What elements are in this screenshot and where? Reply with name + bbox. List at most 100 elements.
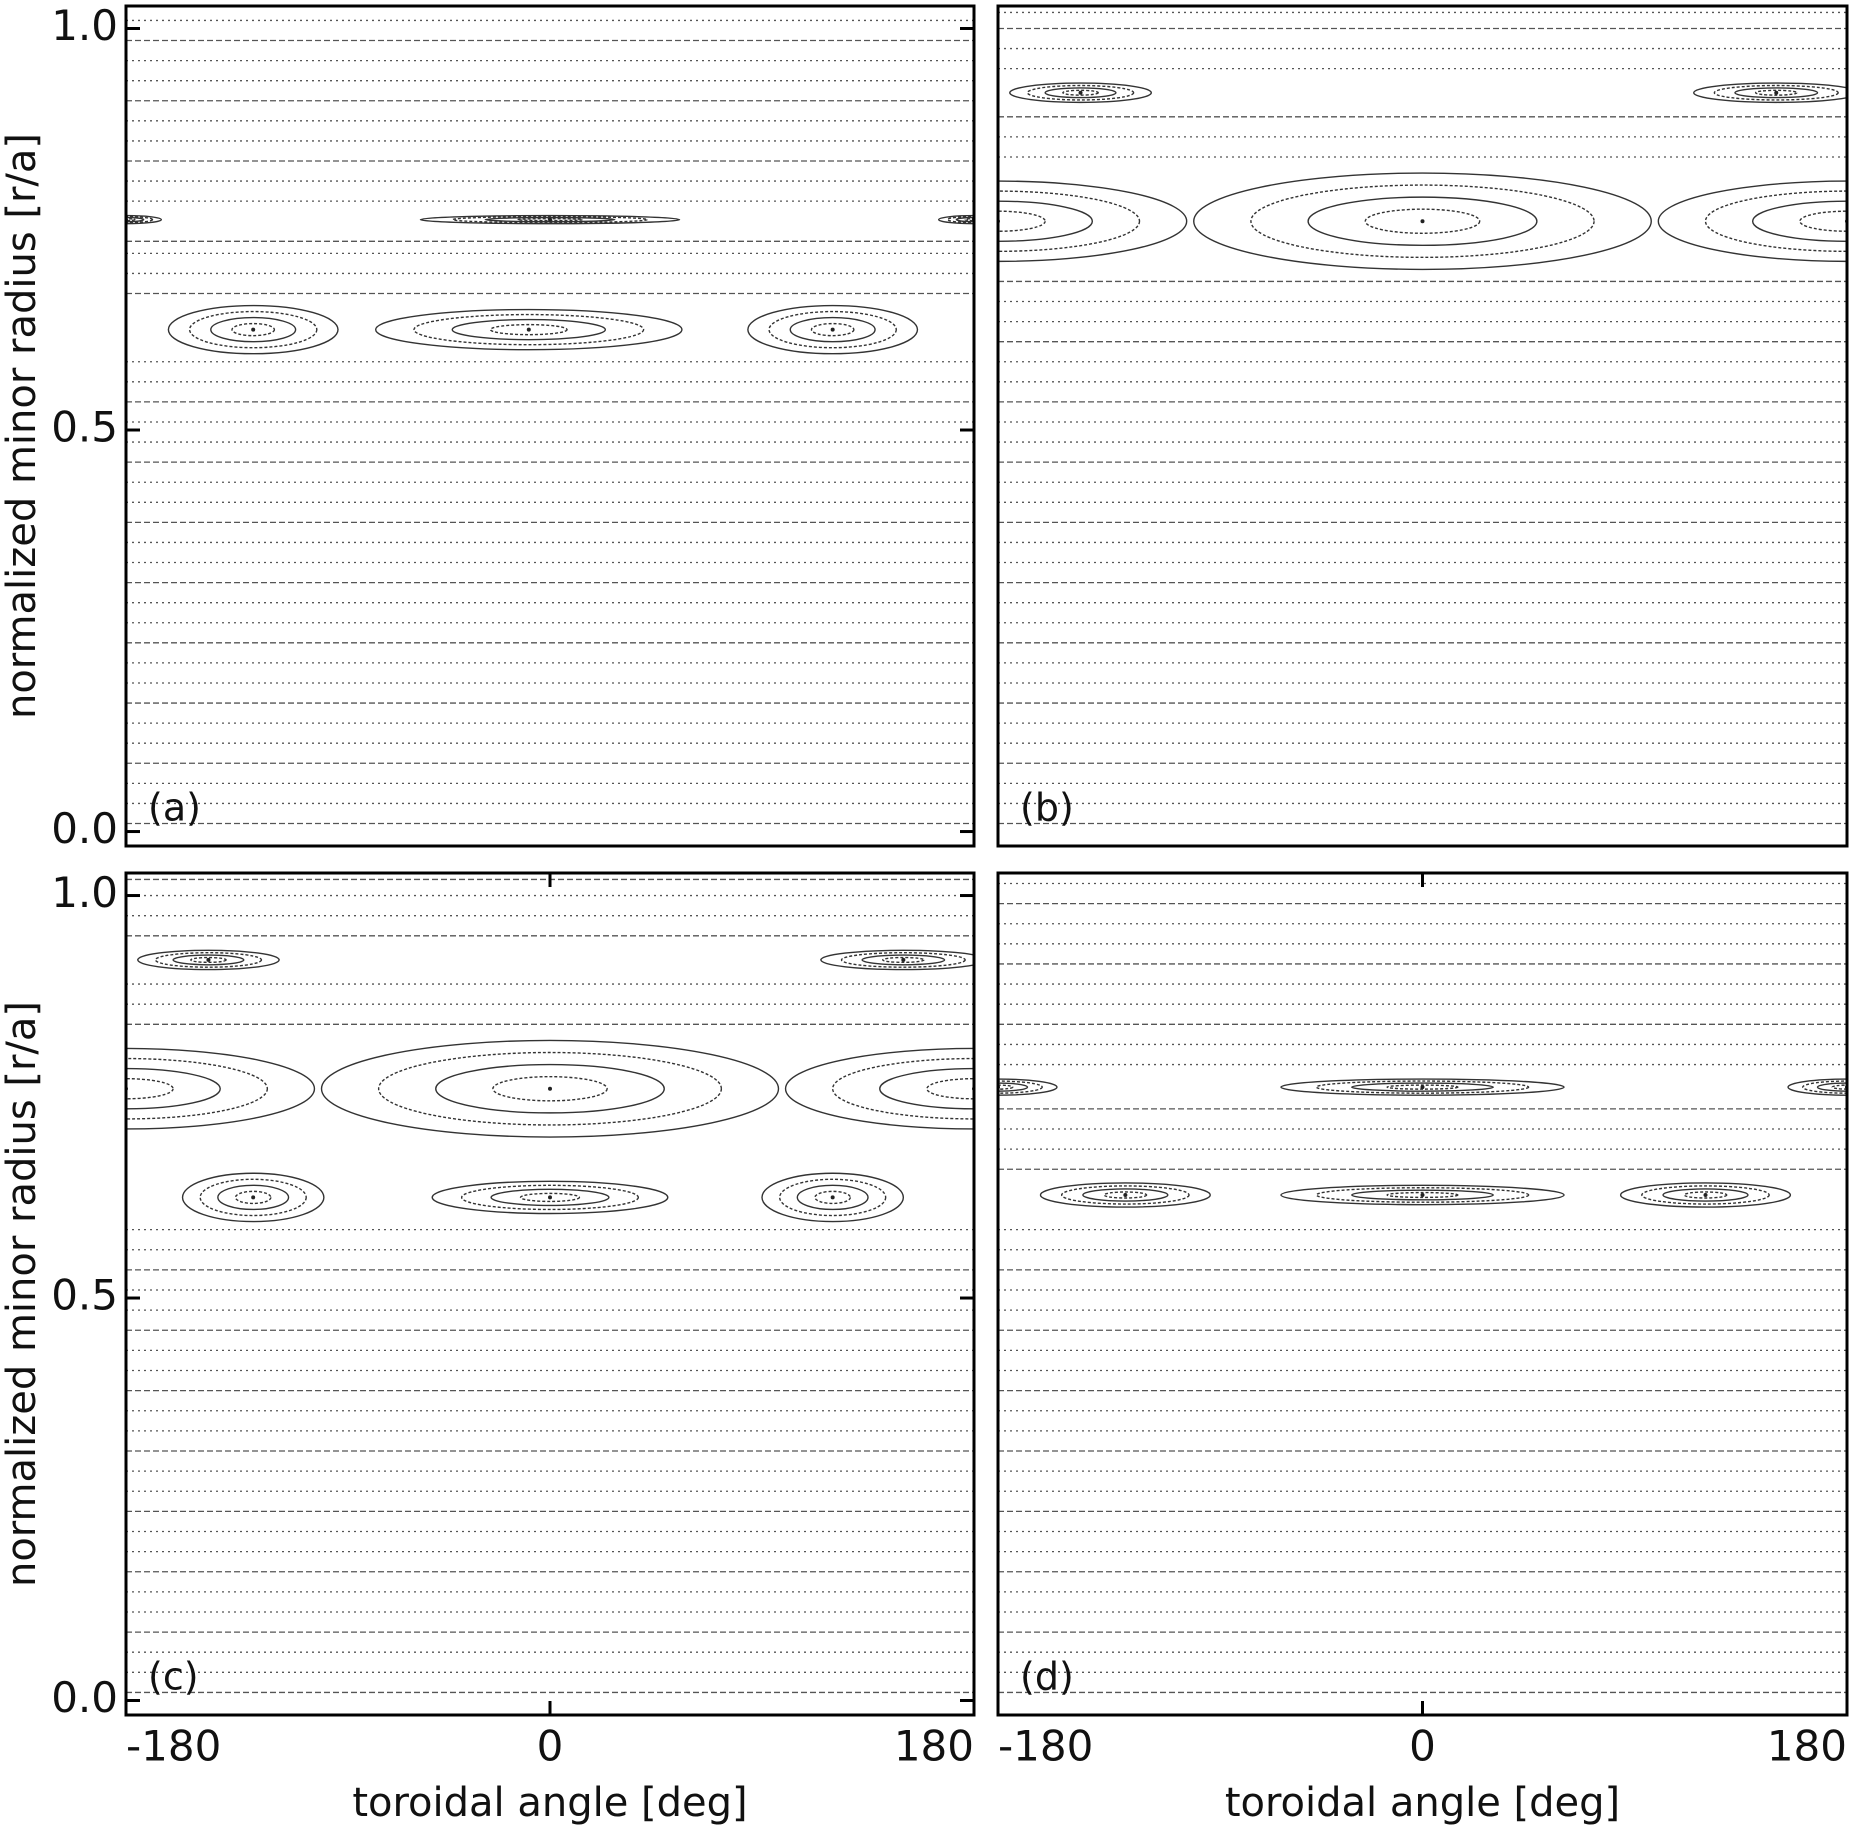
island-contour bbox=[998, 190, 1141, 253]
frame bbox=[124, 871, 976, 1717]
x-tick-label: -180 bbox=[998, 1722, 1093, 1771]
island-contour bbox=[181, 1172, 325, 1223]
o-point bbox=[526, 327, 531, 332]
island-contour bbox=[1754, 89, 1798, 96]
island-contour bbox=[451, 318, 607, 341]
island-contour bbox=[231, 322, 276, 337]
island-contour bbox=[126, 1047, 316, 1130]
island-contour bbox=[1351, 1189, 1494, 1201]
y-tick-label: 1.0 bbox=[51, 868, 118, 917]
y-tick-label: 0.5 bbox=[51, 1271, 118, 1320]
o-point bbox=[1078, 90, 1083, 95]
island-contour bbox=[190, 956, 227, 964]
island-contour bbox=[413, 313, 645, 346]
island bbox=[747, 304, 919, 355]
island-contour bbox=[1009, 82, 1152, 104]
o-point bbox=[1123, 1192, 1128, 1197]
o-point bbox=[1420, 1192, 1425, 1197]
island-contour bbox=[419, 214, 681, 225]
x-tick-label: 180 bbox=[1767, 1722, 1847, 1771]
y-tick-label: 1.0 bbox=[51, 1, 118, 50]
island-contour bbox=[1062, 89, 1099, 96]
island bbox=[167, 304, 339, 355]
island bbox=[126, 1047, 316, 1130]
y-tick-label: 0.0 bbox=[51, 804, 118, 853]
y-tick-label: 0.5 bbox=[51, 403, 118, 452]
island bbox=[1693, 82, 1847, 104]
island bbox=[181, 1172, 325, 1223]
o-point bbox=[830, 1195, 835, 1200]
island bbox=[374, 308, 683, 351]
o-point bbox=[548, 217, 552, 222]
island-contour bbox=[1060, 1185, 1190, 1205]
island bbox=[1657, 180, 1847, 263]
y-axis-title: normalized minor radius [r/a] bbox=[0, 133, 45, 719]
island-contour bbox=[1103, 1191, 1148, 1199]
island-contour bbox=[126, 217, 136, 222]
island-contour bbox=[768, 310, 897, 349]
island bbox=[137, 949, 280, 971]
island-contour bbox=[234, 1190, 272, 1205]
island-contour bbox=[188, 310, 318, 349]
island-contour bbox=[937, 214, 974, 225]
island-contour bbox=[814, 1190, 852, 1205]
plot-area bbox=[998, 11, 1847, 825]
island-contour bbox=[137, 949, 280, 971]
island-contour bbox=[964, 217, 974, 222]
island-contour bbox=[490, 1188, 610, 1207]
island-contour bbox=[1713, 84, 1839, 101]
island-contour bbox=[484, 216, 616, 223]
island-contour bbox=[1693, 82, 1847, 104]
island-contour bbox=[199, 1178, 307, 1217]
island-contour bbox=[1280, 1184, 1565, 1206]
o-point bbox=[548, 1195, 552, 1200]
island bbox=[1787, 1078, 1847, 1096]
island-contour bbox=[778, 1178, 887, 1217]
y-tick-label: 0.0 bbox=[51, 1673, 118, 1722]
island-contour bbox=[154, 951, 263, 968]
island-contour bbox=[374, 308, 683, 351]
island-contour bbox=[1044, 87, 1117, 99]
island-contour bbox=[998, 210, 1046, 232]
plot-area bbox=[998, 882, 1847, 1694]
x-axis-title: toroidal angle [deg] bbox=[1225, 1780, 1620, 1826]
island-contour bbox=[1364, 208, 1481, 234]
island-contour bbox=[796, 1184, 869, 1211]
island-contour bbox=[1662, 1188, 1749, 1202]
o-point bbox=[830, 327, 835, 332]
o-point bbox=[206, 957, 211, 962]
island-contour bbox=[1307, 196, 1538, 247]
y-axis-title: normalized minor radius [r/a] bbox=[0, 1001, 45, 1587]
island-contour bbox=[861, 954, 946, 966]
island bbox=[1039, 1182, 1211, 1208]
island-contour bbox=[1816, 1082, 1847, 1092]
island-contour bbox=[1386, 1191, 1459, 1199]
island-contour bbox=[1315, 1080, 1530, 1094]
island-contour bbox=[431, 1180, 669, 1215]
x-tick-label: 180 bbox=[894, 1722, 974, 1771]
island-contour bbox=[998, 1080, 1043, 1094]
island-contour bbox=[377, 1051, 723, 1126]
island-contour bbox=[1193, 172, 1652, 271]
island-contour bbox=[761, 1172, 905, 1223]
island-contour bbox=[998, 1082, 1029, 1092]
island-contour bbox=[126, 1057, 268, 1120]
plot-area bbox=[126, 19, 974, 825]
island-contour bbox=[1026, 84, 1135, 101]
island-contour bbox=[172, 954, 245, 966]
island-contour bbox=[126, 215, 154, 224]
island-contour bbox=[435, 1063, 665, 1114]
island-contour bbox=[1657, 180, 1847, 263]
island-contour bbox=[998, 180, 1188, 263]
island-contour bbox=[210, 316, 297, 343]
island-contour bbox=[882, 956, 925, 964]
island-contour bbox=[1641, 1185, 1770, 1205]
island-contour bbox=[840, 951, 966, 968]
island bbox=[820, 949, 974, 971]
island-contour bbox=[789, 316, 876, 343]
island-contour bbox=[126, 1077, 174, 1100]
island-contour bbox=[492, 1075, 608, 1102]
island-contour bbox=[1704, 190, 1847, 253]
island-contour bbox=[1619, 1182, 1792, 1208]
